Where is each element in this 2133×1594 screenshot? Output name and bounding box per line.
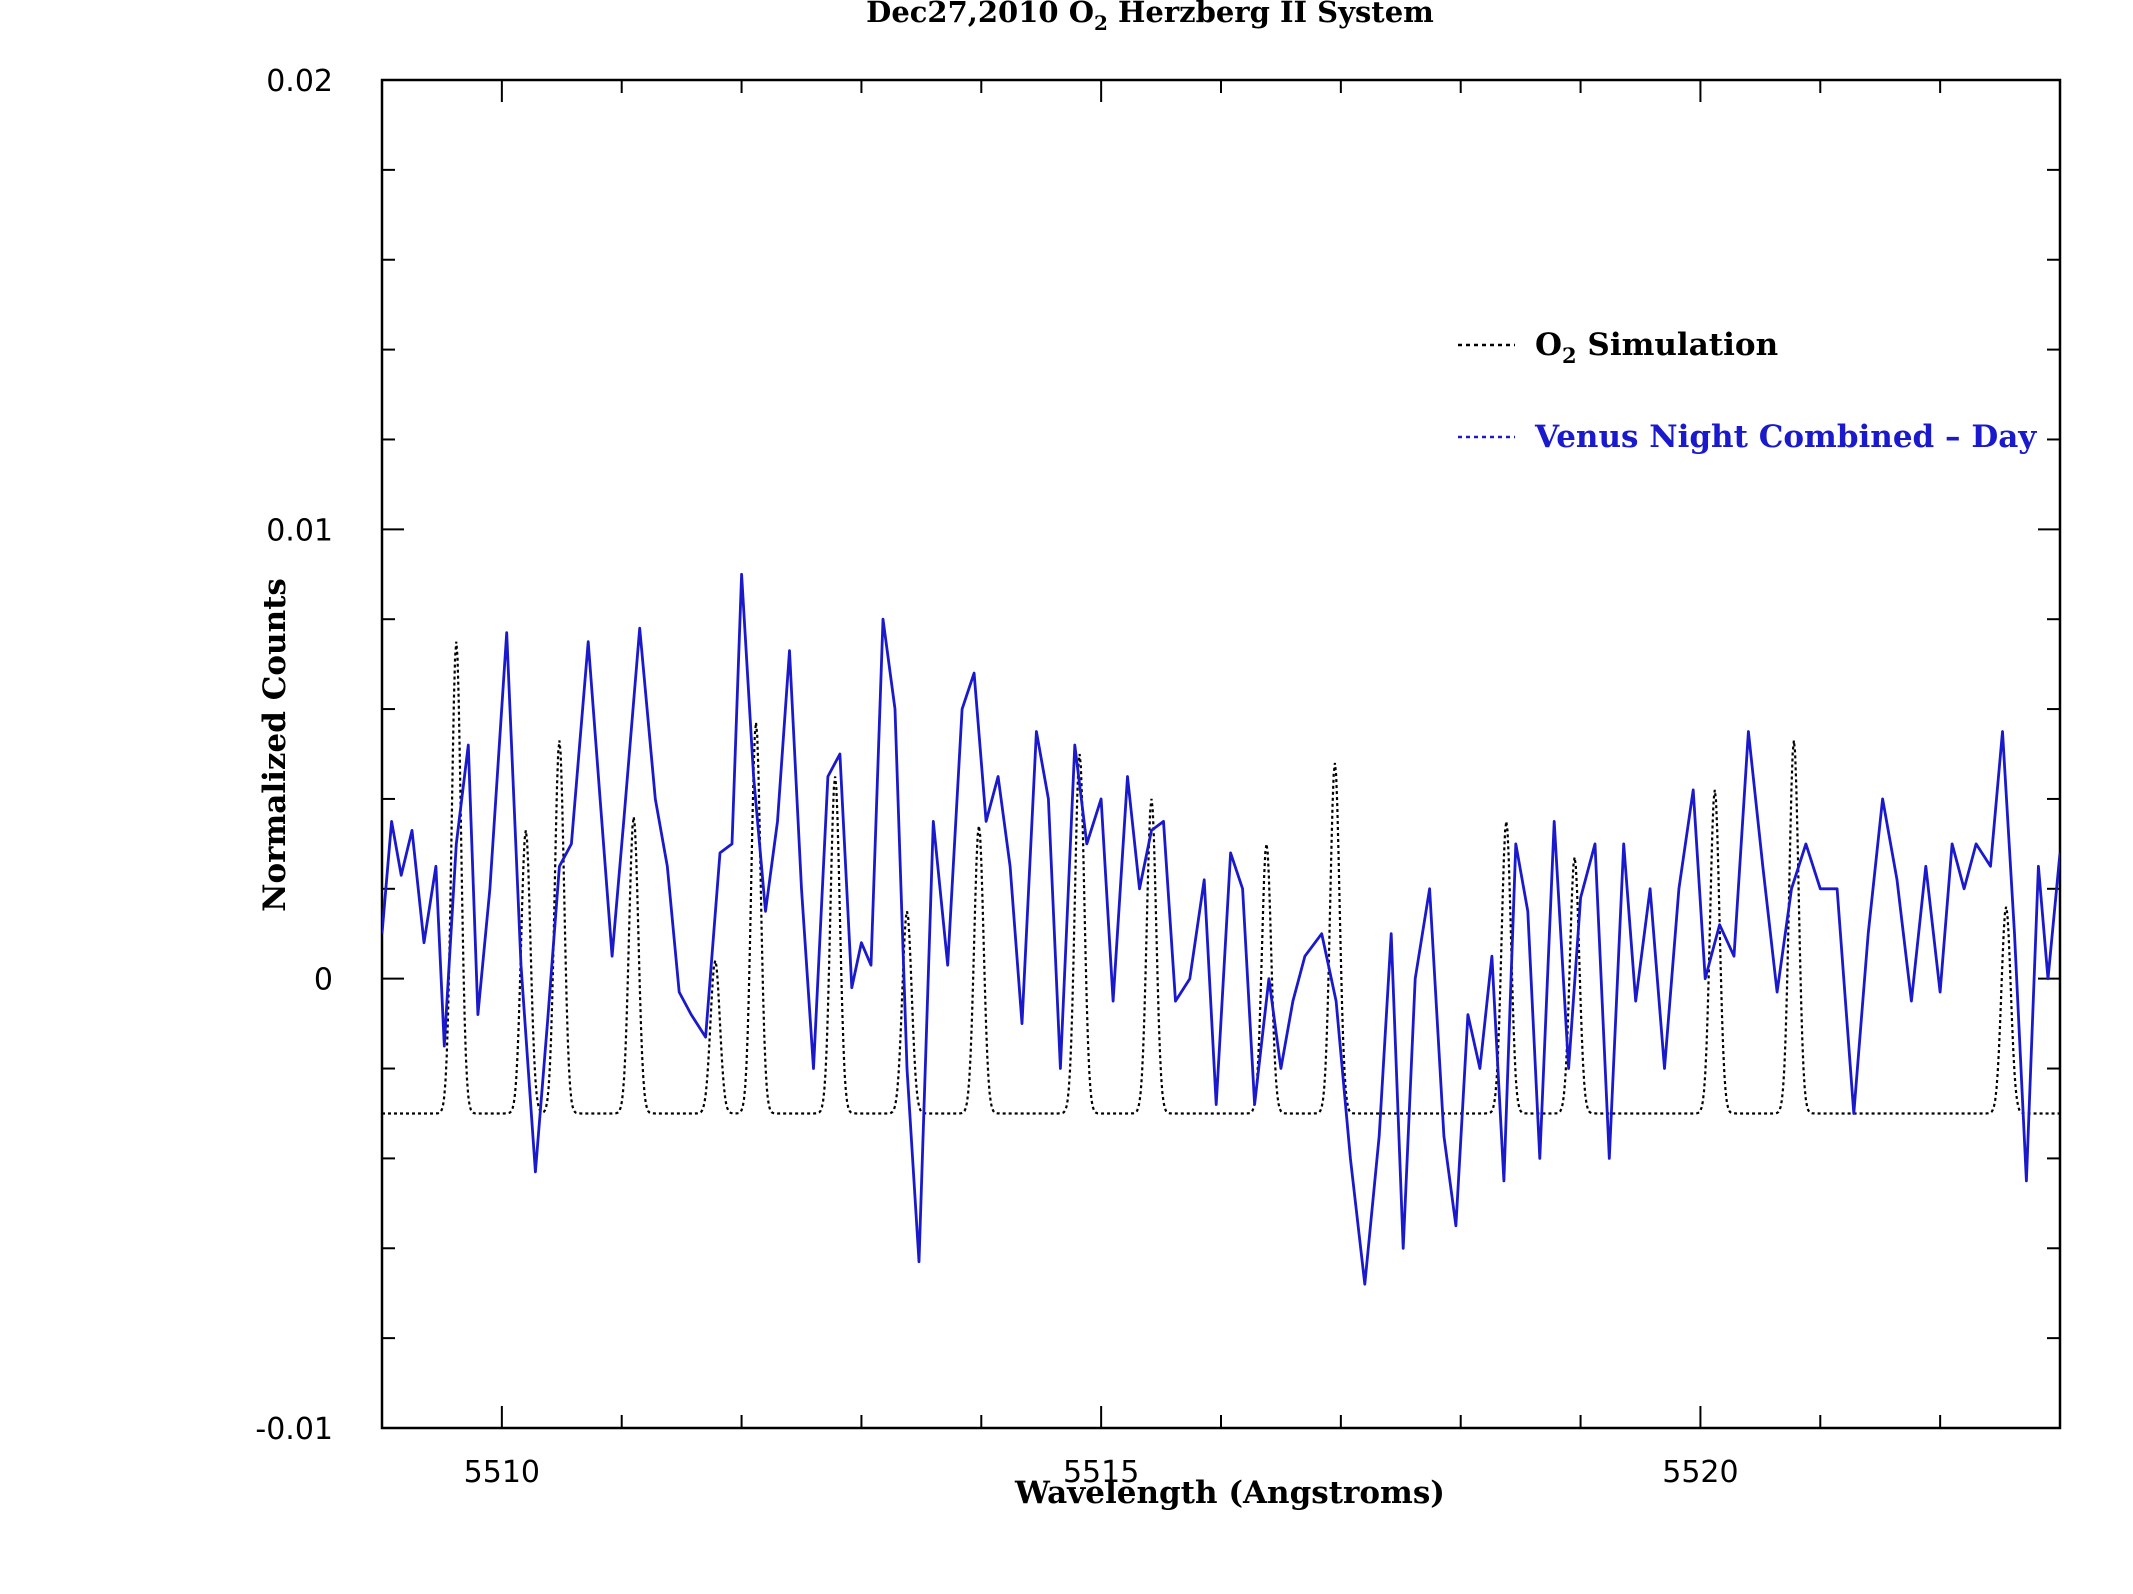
x-tick-label: 5520	[1662, 1455, 1738, 1490]
legend: O2 Simulation Venus Night Combined – Day	[1458, 327, 2037, 455]
x-tick-labels: 5510 5515 5520	[464, 1455, 1739, 1490]
series-venus-night-combined-minus-day	[382, 572, 2060, 1286]
legend-label: O2 Simulation	[1535, 327, 1778, 368]
y-tick-label: 0.01	[266, 513, 333, 548]
series-o2-simulation	[382, 641, 2060, 1115]
y-tick-label: -0.01	[255, 1412, 333, 1447]
y-axis-label: Normalized Counts	[257, 578, 293, 912]
plot-frame	[380, 78, 2062, 1430]
y-tick-labels: -0.01 0 0.01 0.02	[255, 64, 333, 1447]
x-tick-label: 5515	[1063, 1455, 1139, 1490]
y-tick-label: 0.02	[266, 64, 333, 99]
series-layer	[382, 572, 2060, 1286]
chart-title: Dec27,2010 O2 Herzberg II System	[866, 0, 1434, 35]
axis-ticks	[382, 80, 2060, 1428]
x-axis-label: Wavelength (Angstroms)	[1014, 1475, 1445, 1511]
x-tick-label: 5510	[464, 1455, 540, 1490]
legend-label: Venus Night Combined – Day	[1534, 419, 2037, 455]
y-tick-label: 0	[314, 963, 333, 998]
